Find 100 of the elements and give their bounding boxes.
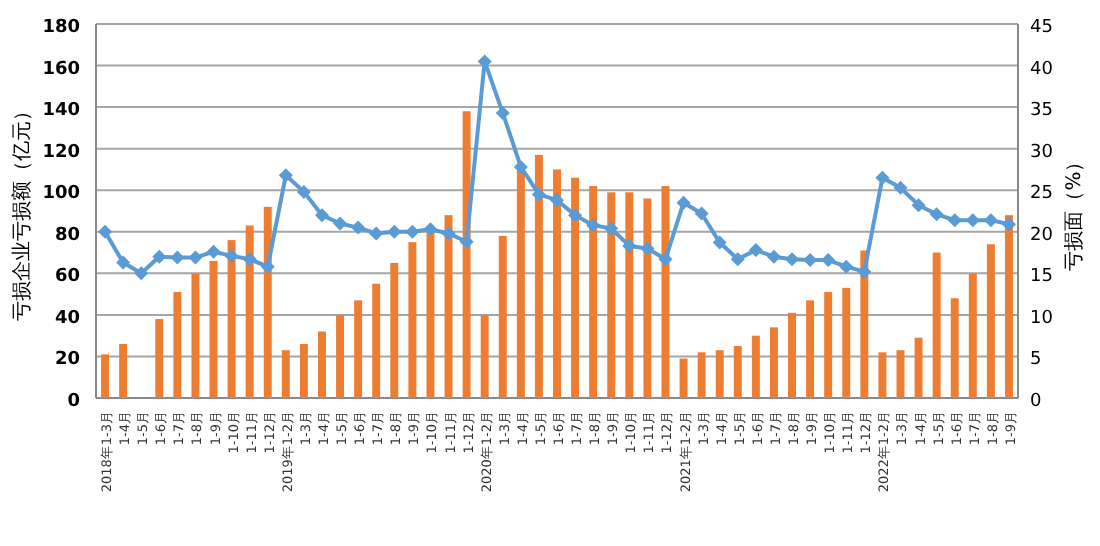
- y2-tick-label: 25: [1030, 184, 1053, 205]
- point: [387, 224, 402, 239]
- bar: [390, 262, 399, 398]
- point: [333, 216, 348, 231]
- bar: [697, 352, 706, 398]
- bar: [480, 314, 489, 398]
- y2-tick-label: 30: [1030, 142, 1054, 163]
- point: [477, 54, 492, 69]
- bar: [932, 252, 941, 398]
- bar: [534, 154, 543, 398]
- bar: [444, 215, 453, 398]
- point: [296, 184, 311, 199]
- bar: [571, 177, 580, 398]
- point: [676, 195, 691, 210]
- bar: [914, 337, 923, 398]
- bar: [950, 298, 959, 398]
- bar: [679, 358, 688, 398]
- y-tick-label: 60: [54, 267, 80, 288]
- y2-tick-label: 5: [1030, 350, 1042, 371]
- bar: [516, 169, 525, 398]
- y2-tick-label: 0: [1030, 392, 1042, 412]
- point: [459, 234, 474, 249]
- bar: [227, 240, 236, 398]
- bar: [661, 186, 670, 398]
- bar: [281, 350, 290, 398]
- bar: [336, 314, 345, 398]
- point: [495, 105, 510, 120]
- bar: [101, 354, 110, 398]
- point: [206, 244, 221, 259]
- point: [224, 248, 239, 263]
- point: [586, 218, 601, 233]
- bar: [299, 343, 308, 398]
- point: [568, 208, 583, 223]
- bar: [824, 292, 833, 398]
- point: [712, 235, 727, 250]
- bar: [788, 312, 796, 398]
- bar: [625, 192, 634, 398]
- point: [98, 224, 113, 239]
- y-tick-label: 100: [42, 184, 80, 205]
- y2-tick-label: 45: [1030, 18, 1053, 38]
- bar: [589, 186, 598, 398]
- y2-tick-label: 15: [1030, 267, 1053, 288]
- point: [821, 253, 836, 268]
- point: [622, 238, 637, 253]
- bar: [372, 283, 381, 398]
- bar: [354, 300, 363, 398]
- point: [857, 264, 872, 279]
- y-tick-label: 120: [42, 142, 80, 163]
- point: [640, 241, 655, 256]
- y-tick-label: 40: [54, 308, 80, 329]
- point: [314, 208, 329, 223]
- bar: [462, 111, 471, 398]
- point: [531, 187, 546, 202]
- point: [423, 222, 438, 237]
- point: [170, 250, 185, 265]
- bar: [842, 287, 851, 398]
- point: [875, 170, 890, 185]
- bar: [733, 346, 742, 398]
- point: [242, 252, 257, 267]
- point: [730, 252, 745, 267]
- point: [260, 259, 275, 274]
- y2-tick-label: 35: [1030, 101, 1053, 122]
- point: [785, 252, 800, 267]
- y2-axis-title: 亏损面（%）: [1062, 151, 1086, 271]
- point: [550, 193, 564, 208]
- point: [278, 168, 293, 183]
- point: [766, 249, 781, 264]
- bar: [769, 327, 778, 398]
- bar: [806, 300, 815, 398]
- y2-tick-label: 20: [1030, 225, 1054, 246]
- bar: [318, 331, 326, 398]
- y2-tick-label: 40: [1030, 59, 1054, 80]
- point: [658, 252, 673, 267]
- bar: [1004, 215, 1013, 398]
- bar: [119, 343, 128, 398]
- bar: [498, 235, 507, 398]
- point: [983, 213, 998, 228]
- bar: [263, 206, 272, 398]
- y-axis-title: 亏损企业亏损额（亿元）: [10, 101, 34, 321]
- point: [134, 266, 149, 281]
- point: [748, 243, 763, 258]
- bar: [553, 169, 561, 398]
- y-tick-label: 160: [42, 59, 80, 80]
- y-tick-label: 20: [54, 350, 80, 371]
- y-tick-label: 140: [42, 101, 80, 122]
- point: [911, 198, 926, 213]
- bar: [408, 242, 417, 398]
- bar: [191, 273, 200, 398]
- bar: [155, 319, 164, 398]
- point: [965, 213, 980, 228]
- point: [929, 207, 944, 222]
- point: [441, 226, 456, 241]
- point: [116, 255, 131, 270]
- bar: [968, 273, 977, 398]
- bar: [426, 229, 435, 398]
- bar: [607, 192, 616, 398]
- point: [604, 221, 619, 236]
- bar: [245, 225, 254, 398]
- bar: [751, 335, 760, 398]
- point: [369, 226, 384, 241]
